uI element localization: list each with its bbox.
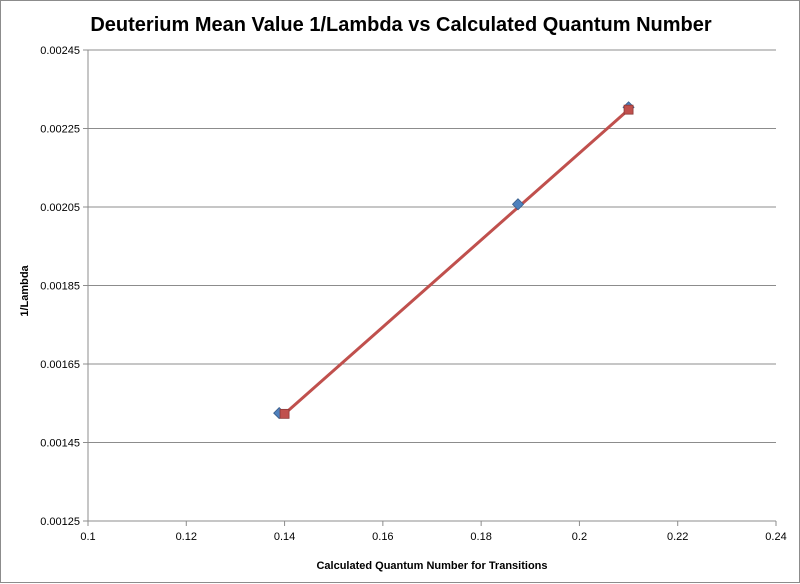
series-line-fit [283, 108, 630, 415]
x-tick-label: 0.18 [470, 531, 491, 543]
x-tick-label: 0.2 [572, 531, 587, 543]
data-point-square [279, 408, 290, 419]
y-tick-label: 0.00225 [40, 124, 80, 136]
y-tick-label: 0.00205 [40, 202, 80, 214]
series-layer [273, 101, 635, 420]
x-tick-label: 0.24 [765, 531, 786, 543]
data-point-square [623, 104, 634, 115]
y-axis-label: 1/Lambda [19, 264, 31, 316]
y-tick-label: 0.00245 [40, 45, 80, 57]
y-tick-label: 0.00165 [40, 359, 80, 371]
axes-layer [83, 49, 777, 526]
x-tick-label: 0.16 [372, 531, 393, 543]
y-tick-label: 0.00125 [40, 516, 80, 528]
x-tick-label: 0.14 [274, 531, 295, 543]
x-tick-label: 0.22 [667, 531, 688, 543]
ticks-layer: 0.00125 0.00145 0.00165 0.00185 0.00205 0.002… [40, 45, 786, 543]
data-point-diamond [511, 198, 525, 211]
grid-layer [88, 49, 776, 522]
x-tick-label: 0.12 [176, 531, 197, 543]
chart-title: Deuterium Mean Value 1/Lambda vs Calcula… [90, 14, 711, 36]
y-tick-label: 0.00145 [40, 438, 80, 450]
x-tick-label: 0.1 [80, 531, 95, 543]
x-axis-label: Calculated Quantum Number for Transition… [316, 560, 547, 572]
y-tick-label: 0.00185 [40, 281, 80, 293]
